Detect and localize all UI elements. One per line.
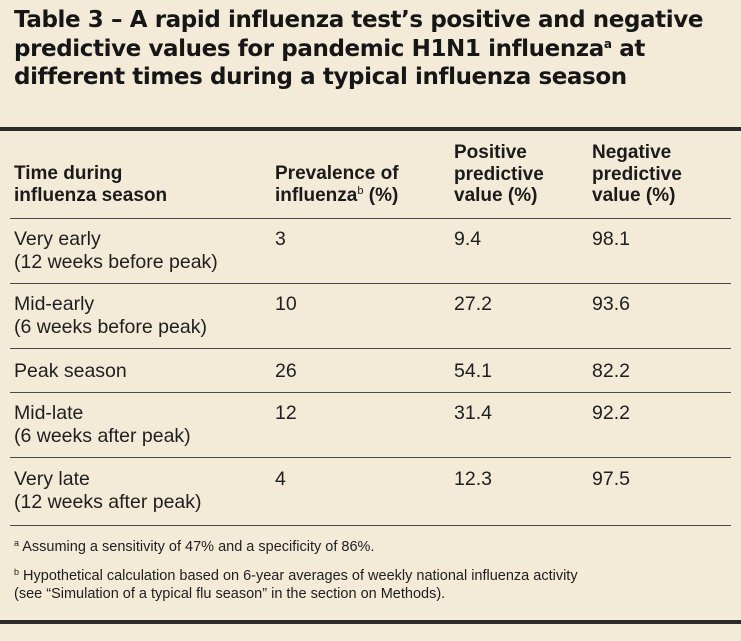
row-5-rule	[10, 525, 731, 526]
header-time-line-1: Time during	[14, 163, 123, 184]
title-line-2-end: at	[611, 35, 645, 62]
row-3-prevalence: 26	[275, 360, 297, 382]
footnote-b-line-2: (see “Simulation of a typical flu season…	[14, 586, 446, 602]
row-1-ppv: 9.4	[454, 228, 482, 250]
row-2-prevalence: 10	[275, 293, 297, 315]
row-5-prevalence: 4	[275, 468, 286, 490]
row-4-prevalence: 12	[275, 402, 297, 424]
header-ppv-line-1: Positive	[454, 142, 527, 163]
header-prevalence-text: influenza	[275, 184, 358, 206]
row-2-rule	[10, 348, 731, 349]
header-npv-line-3: value (%)	[592, 185, 676, 206]
row-2-time-line-1: Mid-early	[14, 293, 95, 315]
title-line-1: Table 3 – A rapid influenza test’s posit…	[14, 7, 704, 33]
row-4-time-line-1: Mid-late	[14, 402, 84, 424]
row-3-time: Peak season	[14, 360, 127, 382]
footnote-b: b Hypothetical calculation based on 6-ye…	[14, 567, 578, 603]
row-1-prevalence: 3	[275, 228, 286, 250]
header-npv: Negative predictive value (%)	[592, 142, 682, 207]
header-prevalence-line-2: influenzab (%)	[275, 185, 399, 207]
header-time-line-2: influenza season	[14, 184, 168, 206]
row-3-ppv: 54.1	[454, 360, 492, 382]
row-1-time: Very early (12 weeks before peak)	[14, 228, 218, 274]
row-2-time-line-2: (6 weeks before peak)	[14, 316, 207, 338]
row-3-rule	[10, 392, 731, 393]
title-bottom-rule	[0, 127, 741, 131]
table-bottom-rule	[0, 620, 741, 624]
header-time: Time during influenza season	[14, 163, 167, 206]
header-ppv: Positive predictive value (%)	[454, 142, 544, 207]
header-prevalence-line-1: Prevalence of	[275, 163, 399, 184]
row-4-time: Mid-late (6 weeks after peak)	[14, 402, 191, 448]
row-3-npv: 82.2	[592, 360, 630, 382]
footnote-b-mark: b	[14, 567, 20, 577]
header-npv-line-1: Negative	[592, 142, 672, 163]
header-prevalence-footnote-mark: b	[357, 184, 364, 197]
row-1-time-line-1: Very early	[14, 228, 101, 250]
row-1-npv: 98.1	[592, 228, 630, 250]
row-5-time-line-2: (12 weeks after peak)	[14, 491, 202, 513]
row-4-ppv: 31.4	[454, 402, 492, 424]
table-title: Table 3 – A rapid influenza test’s posit…	[14, 6, 729, 92]
row-2-ppv: 27.2	[454, 293, 492, 315]
header-prevalence-unit: (%)	[363, 184, 399, 206]
row-2-npv: 93.6	[592, 293, 630, 315]
row-1-time-line-2: (12 weeks before peak)	[14, 251, 218, 273]
row-4-rule	[10, 457, 731, 458]
footnote-b-line-1: b Hypothetical calculation based on 6-ye…	[14, 567, 578, 585]
row-1-rule	[10, 283, 731, 284]
row-5-ppv: 12.3	[454, 468, 492, 490]
header-prevalence: Prevalence of influenzab (%)	[275, 163, 399, 206]
row-2-time: Mid-early (6 weeks before peak)	[14, 293, 207, 339]
title-line-2: predictive values for pandemic H1N1 infl…	[14, 35, 729, 64]
header-ppv-line-2: predictive	[454, 163, 544, 185]
row-5-time-line-1: Very late	[14, 468, 90, 490]
row-4-npv: 92.2	[592, 402, 630, 424]
header-ppv-line-3: value (%)	[454, 185, 538, 206]
header-rule	[10, 218, 731, 219]
row-5-npv: 97.5	[592, 468, 630, 490]
title-footnote-mark: a	[603, 36, 612, 51]
footnote-a: a Assuming a sensitivity of 47% and a sp…	[14, 538, 374, 556]
row-5-time: Very late (12 weeks after peak)	[14, 468, 202, 514]
title-line-3: different times during a typical influen…	[14, 64, 627, 90]
title-line-2-text: predictive values for pandemic H1N1 infl…	[14, 35, 604, 62]
row-4-time-line-2: (6 weeks after peak)	[14, 425, 191, 447]
footnote-a-text: Assuming a sensitivity of 47% and a spec…	[19, 539, 375, 555]
footnote-b-text: Hypothetical calculation based on 6-year…	[19, 568, 578, 584]
footnote-a-mark: a	[14, 538, 20, 548]
header-npv-line-2: predictive	[592, 163, 682, 185]
